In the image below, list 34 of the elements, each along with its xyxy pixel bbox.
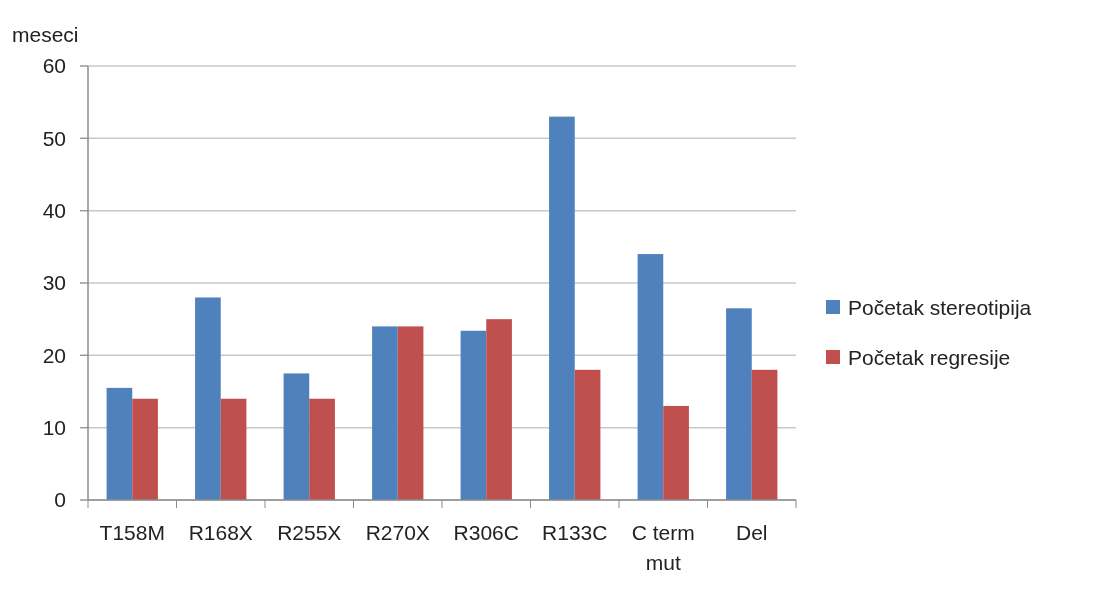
bar [637, 254, 664, 500]
bar [460, 330, 487, 500]
bar [372, 326, 398, 500]
x-tick-label: R133C [542, 521, 608, 544]
y-tick-label: 0 [54, 488, 66, 512]
x-tick-label: R255X [277, 521, 342, 544]
x-tick-label: R306C [453, 521, 519, 544]
bar [751, 369, 778, 500]
bar [726, 308, 752, 500]
bar [574, 369, 601, 500]
bar [309, 398, 335, 500]
x-tick-label: T158M [99, 521, 165, 544]
x-tick-label: R168X [188, 521, 253, 544]
y-tick-label: 20 [42, 343, 66, 367]
bar [283, 373, 310, 500]
x-tick-label: R270X [365, 521, 430, 544]
bar [195, 297, 221, 500]
y-tick-label: 40 [42, 199, 66, 223]
bar [663, 405, 689, 500]
bar [220, 398, 247, 500]
y-tick-label: 10 [42, 416, 66, 440]
bar [106, 387, 133, 500]
y-axis-title: meseci [12, 23, 79, 46]
bar [132, 398, 158, 500]
y-tick-label: 60 [42, 54, 66, 78]
legend-label: Početak regresije [848, 346, 1011, 370]
x-tick-label: Del [735, 521, 768, 544]
x-tick-label: C term mut [631, 521, 695, 574]
bar [549, 116, 575, 500]
legend-label: Početak stereotipija [848, 296, 1032, 320]
bar [486, 319, 512, 500]
bar [397, 326, 424, 500]
y-tick-label: 30 [42, 271, 66, 295]
y-tick-label: 50 [42, 126, 66, 150]
